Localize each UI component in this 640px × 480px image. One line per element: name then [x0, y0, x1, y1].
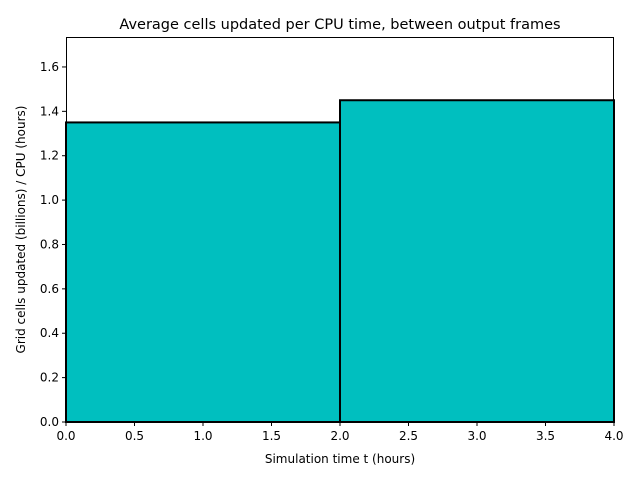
y-tick-label-2: 0.4: [40, 326, 59, 340]
y-tick-label-0: 0.0: [40, 415, 59, 429]
y-tick-label-8: 1.6: [40, 60, 59, 74]
x-tick-label-7: 3.5: [536, 429, 555, 443]
x-tick-label-6: 3.0: [467, 429, 486, 443]
x-tick-label-8: 4.0: [604, 429, 623, 443]
bars-layer: [65, 99, 615, 424]
plot-frame: [66, 37, 614, 422]
y-axis-label: Grid cells updated (billions) / CPU (hou…: [14, 106, 28, 354]
y-tick-label-1: 0.2: [40, 371, 59, 385]
y-tick-label-3: 0.6: [40, 282, 59, 296]
y-tick-label-5: 1.0: [40, 193, 59, 207]
y-axis: 0.0 0.2 0.4 0.6 0.8 1.0 1.2 1.4 1.6: [40, 60, 66, 429]
x-tick-label-0: 0.0: [56, 429, 75, 443]
chart-title: Average cells updated per CPU time, betw…: [119, 17, 560, 33]
x-tick-label-3: 1.5: [262, 429, 281, 443]
x-tick-label-4: 2.0: [330, 429, 349, 443]
bar-0: [65, 121, 341, 423]
x-tick-label-5: 2.5: [399, 429, 418, 443]
x-tick-label-2: 1.0: [193, 429, 212, 443]
x-tick-label-1: 0.5: [125, 429, 144, 443]
bar-1: [339, 99, 615, 424]
x-axis: 0.0 0.5 1.0 1.5 2.0 2.5 3.0 3.5 4.0: [56, 422, 624, 443]
y-tick-label-4: 0.8: [40, 237, 59, 251]
y-tick-label-6: 1.2: [40, 149, 59, 163]
x-axis-label: Simulation time t (hours): [265, 452, 415, 466]
y-tick-label-7: 1.4: [40, 104, 59, 118]
